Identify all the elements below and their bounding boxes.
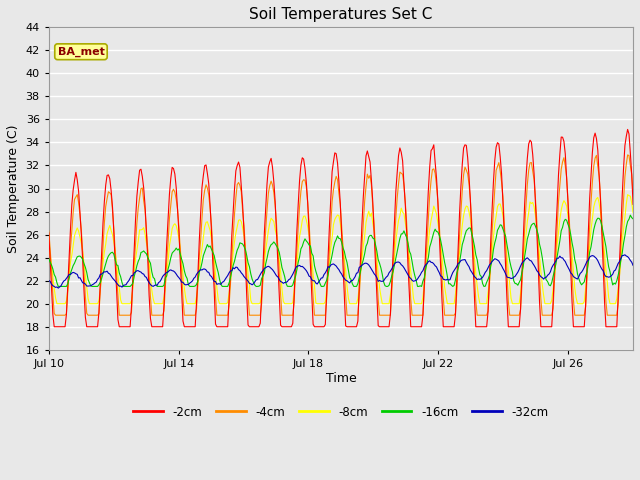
X-axis label: Time: Time: [326, 372, 356, 384]
Legend: -2cm, -4cm, -8cm, -16cm, -32cm: -2cm, -4cm, -8cm, -16cm, -32cm: [129, 401, 553, 423]
Text: BA_met: BA_met: [58, 47, 104, 57]
Title: Soil Temperatures Set C: Soil Temperatures Set C: [249, 7, 433, 22]
Y-axis label: Soil Temperature (C): Soil Temperature (C): [7, 124, 20, 253]
